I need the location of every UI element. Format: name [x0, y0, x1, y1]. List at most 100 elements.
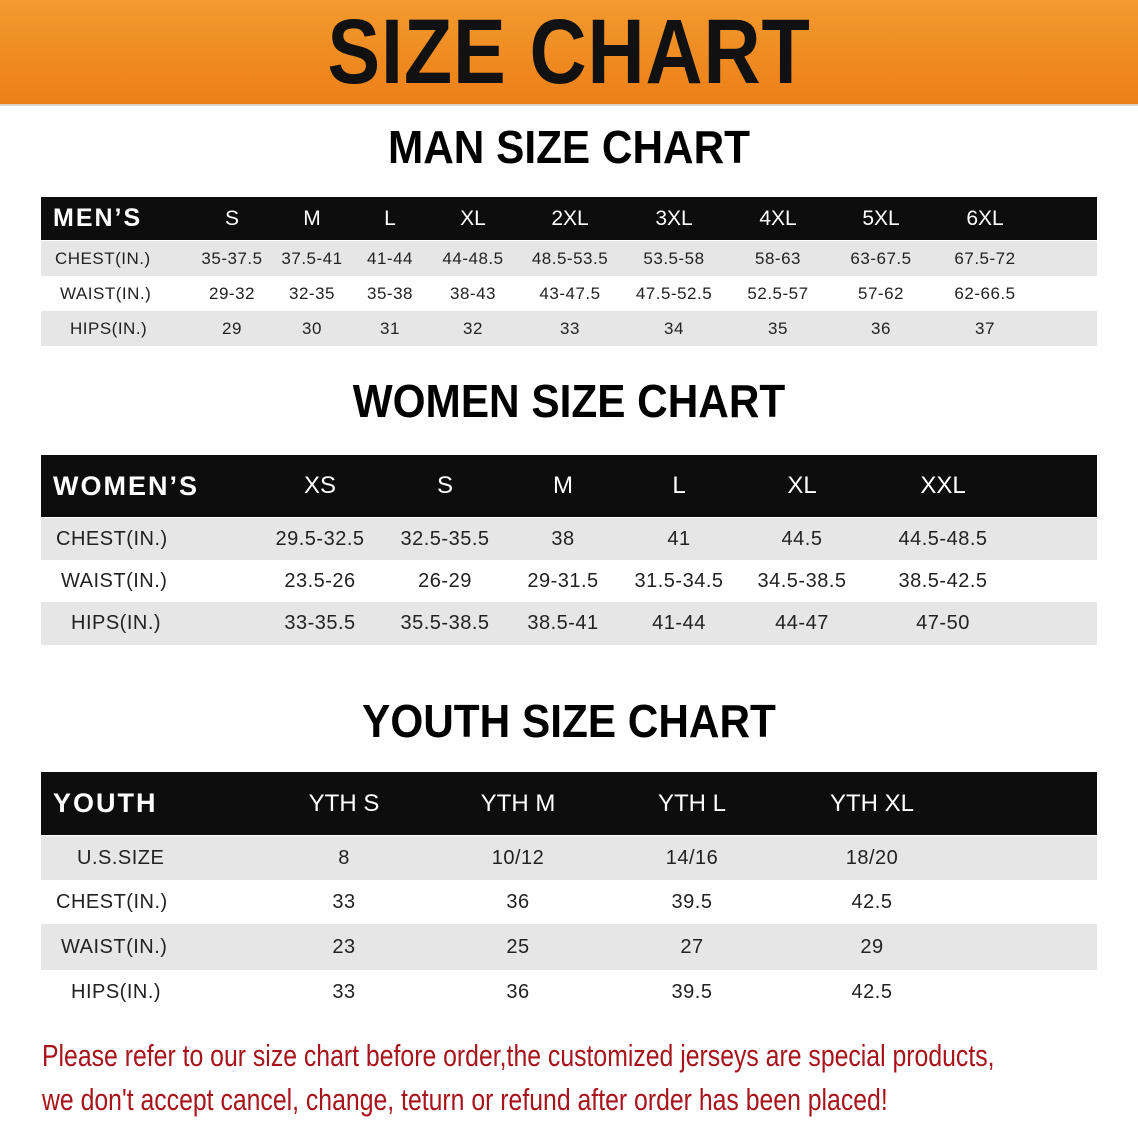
table-cell: 10/12	[491, 847, 545, 869]
table-cell: 33	[332, 981, 356, 1003]
men-section-title: MAN SIZE CHART	[387, 121, 751, 173]
table-cell: 31	[380, 319, 400, 338]
table-header-row: WOMEN’S XS S M L XL XXL	[41, 455, 1097, 517]
row-label: WAIST(IN.)	[60, 284, 152, 303]
table-cell: 31.5-34.5	[634, 570, 724, 592]
size-column-header: 4XL	[759, 207, 797, 230]
table-cell: 35-37.5	[201, 249, 263, 268]
table-cell: 29	[860, 936, 884, 958]
table-cell: 37	[975, 319, 995, 338]
banner: SIZE CHART	[0, 0, 1138, 106]
table-cell: 36	[871, 319, 891, 338]
table-row: HIPS(IN.) 33 36 39.5 42.5	[41, 970, 1097, 1015]
table-cell: 39.5	[671, 981, 713, 1003]
table-cell: 52.5-57	[747, 284, 809, 303]
table-cell: 25	[506, 936, 530, 958]
table-cell: 44-47	[775, 612, 829, 634]
table-cell: 14/16	[665, 847, 719, 869]
youth-section-title: YOUTH SIZE CHART	[362, 695, 776, 747]
table-row: WAIST(IN.) 23 25 27 29	[41, 924, 1097, 970]
table-cell: 62-66.5	[954, 284, 1016, 303]
size-column-header: YTH M	[480, 790, 556, 817]
table-cell: 33-35.5	[284, 612, 356, 634]
table-cell: 44-48.5	[442, 249, 504, 268]
table-cell: 41	[667, 528, 691, 550]
table-cell: 41-44	[367, 249, 413, 268]
size-column-header: XL	[460, 207, 486, 230]
table-cell: 44.5	[781, 528, 823, 550]
table-cell: 42.5	[851, 891, 893, 913]
size-column-header: 6XL	[966, 207, 1004, 230]
table-cell: 48.5-53.5	[531, 249, 609, 268]
women-section-title: WOMEN SIZE CHART	[352, 375, 786, 427]
table-cell: 36	[506, 981, 530, 1003]
row-label: CHEST(IN.)	[55, 249, 151, 268]
table-cell: 23.5-26	[284, 570, 356, 592]
size-column-header: YTH S	[308, 790, 380, 817]
size-column-header: XL	[787, 472, 817, 499]
table-cell: 43-47.5	[539, 284, 601, 303]
size-column-header: 5XL	[862, 207, 900, 230]
table-cell: 53.5-58	[643, 249, 705, 268]
table-cell: 32.5-35.5	[400, 528, 490, 550]
table-row: WAIST(IN.) 29-32 32-35 35-38 38-43 43-47.5 47.…	[41, 276, 1097, 311]
table-cell: 29.5-32.5	[275, 528, 365, 550]
table-cell: 35	[768, 319, 788, 338]
size-column-header: M	[553, 472, 573, 499]
row-label: WAIST(IN.)	[61, 570, 168, 592]
row-label: HIPS(IN.)	[71, 981, 162, 1003]
table-row: U.S.SIZE 8 10/12 14/16 18/20	[41, 836, 1097, 880]
size-column-header: L	[384, 207, 396, 230]
table-header-row: MEN’S S M L XL 2XL 3XL 4XL 5XL 6XL	[41, 197, 1097, 240]
row-label: CHEST(IN.)	[56, 891, 168, 913]
table-cell: 63-67.5	[850, 249, 912, 268]
table-cell: 29	[222, 319, 242, 338]
table-cell: 26-29	[418, 570, 472, 592]
header-label: YOUTH	[53, 788, 158, 818]
table-cell: 38-43	[450, 284, 496, 303]
table-row: HIPS(IN.) 29 30 31 32 33 34 35 36 37	[41, 311, 1097, 346]
size-column-header: YTH L	[657, 790, 727, 817]
table-cell: 32-35	[289, 284, 335, 303]
table-cell: 38.5-42.5	[898, 570, 988, 592]
table-cell: 33	[332, 891, 356, 913]
table-cell: 27	[680, 936, 704, 958]
row-label: HIPS(IN.)	[70, 319, 148, 338]
row-label: U.S.SIZE	[77, 847, 165, 869]
header-label: MEN’S	[53, 204, 143, 232]
table-row: CHEST(IN.) 35-37.5 37.5-41 41-44 44-48.5 48.5…	[41, 241, 1097, 276]
notice-line-1: Please refer to our size chart before or…	[42, 1038, 995, 1073]
row-label: HIPS(IN.)	[71, 612, 162, 634]
size-column-header: M	[303, 207, 321, 230]
row-label: WAIST(IN.)	[61, 936, 168, 958]
table-cell: 38	[551, 528, 575, 550]
table-cell: 47-50	[916, 612, 970, 634]
size-column-header: 2XL	[551, 207, 589, 230]
size-column-header: S	[224, 207, 240, 230]
table-cell: 57-62	[858, 284, 904, 303]
table-cell: 18/20	[845, 847, 899, 869]
table-cell: 41-44	[652, 612, 706, 634]
table-cell: 36	[506, 891, 530, 913]
size-column-header: XXL	[920, 472, 966, 499]
table-cell: 58-63	[755, 249, 801, 268]
header-label: WOMEN’S	[53, 471, 199, 501]
table-cell: 34.5-38.5	[757, 570, 847, 592]
table-cell: 44.5-48.5	[898, 528, 988, 550]
table-row: CHEST(IN.) 29.5-32.5 32.5-35.5 38 41 44.5 44.5…	[41, 518, 1097, 560]
table-cell: 38.5-41	[527, 612, 599, 634]
table-cell: 30	[302, 319, 322, 338]
size-column-header: 3XL	[655, 207, 693, 230]
table-cell: 32	[463, 319, 483, 338]
row-label: CHEST(IN.)	[56, 528, 168, 550]
table-cell: 23	[332, 936, 356, 958]
table-cell: 29-32	[209, 284, 255, 303]
table-cell: 29-31.5	[527, 570, 599, 592]
notice-line-2: we don't accept cancel, change, teturn o…	[42, 1082, 888, 1117]
table-cell: 42.5	[851, 981, 893, 1003]
table-cell: 33	[560, 319, 580, 338]
size-column-header: XS	[303, 472, 337, 499]
table-cell: 34	[664, 319, 684, 338]
table-row: CHEST(IN.) 33 36 39.5 42.5	[41, 880, 1097, 924]
